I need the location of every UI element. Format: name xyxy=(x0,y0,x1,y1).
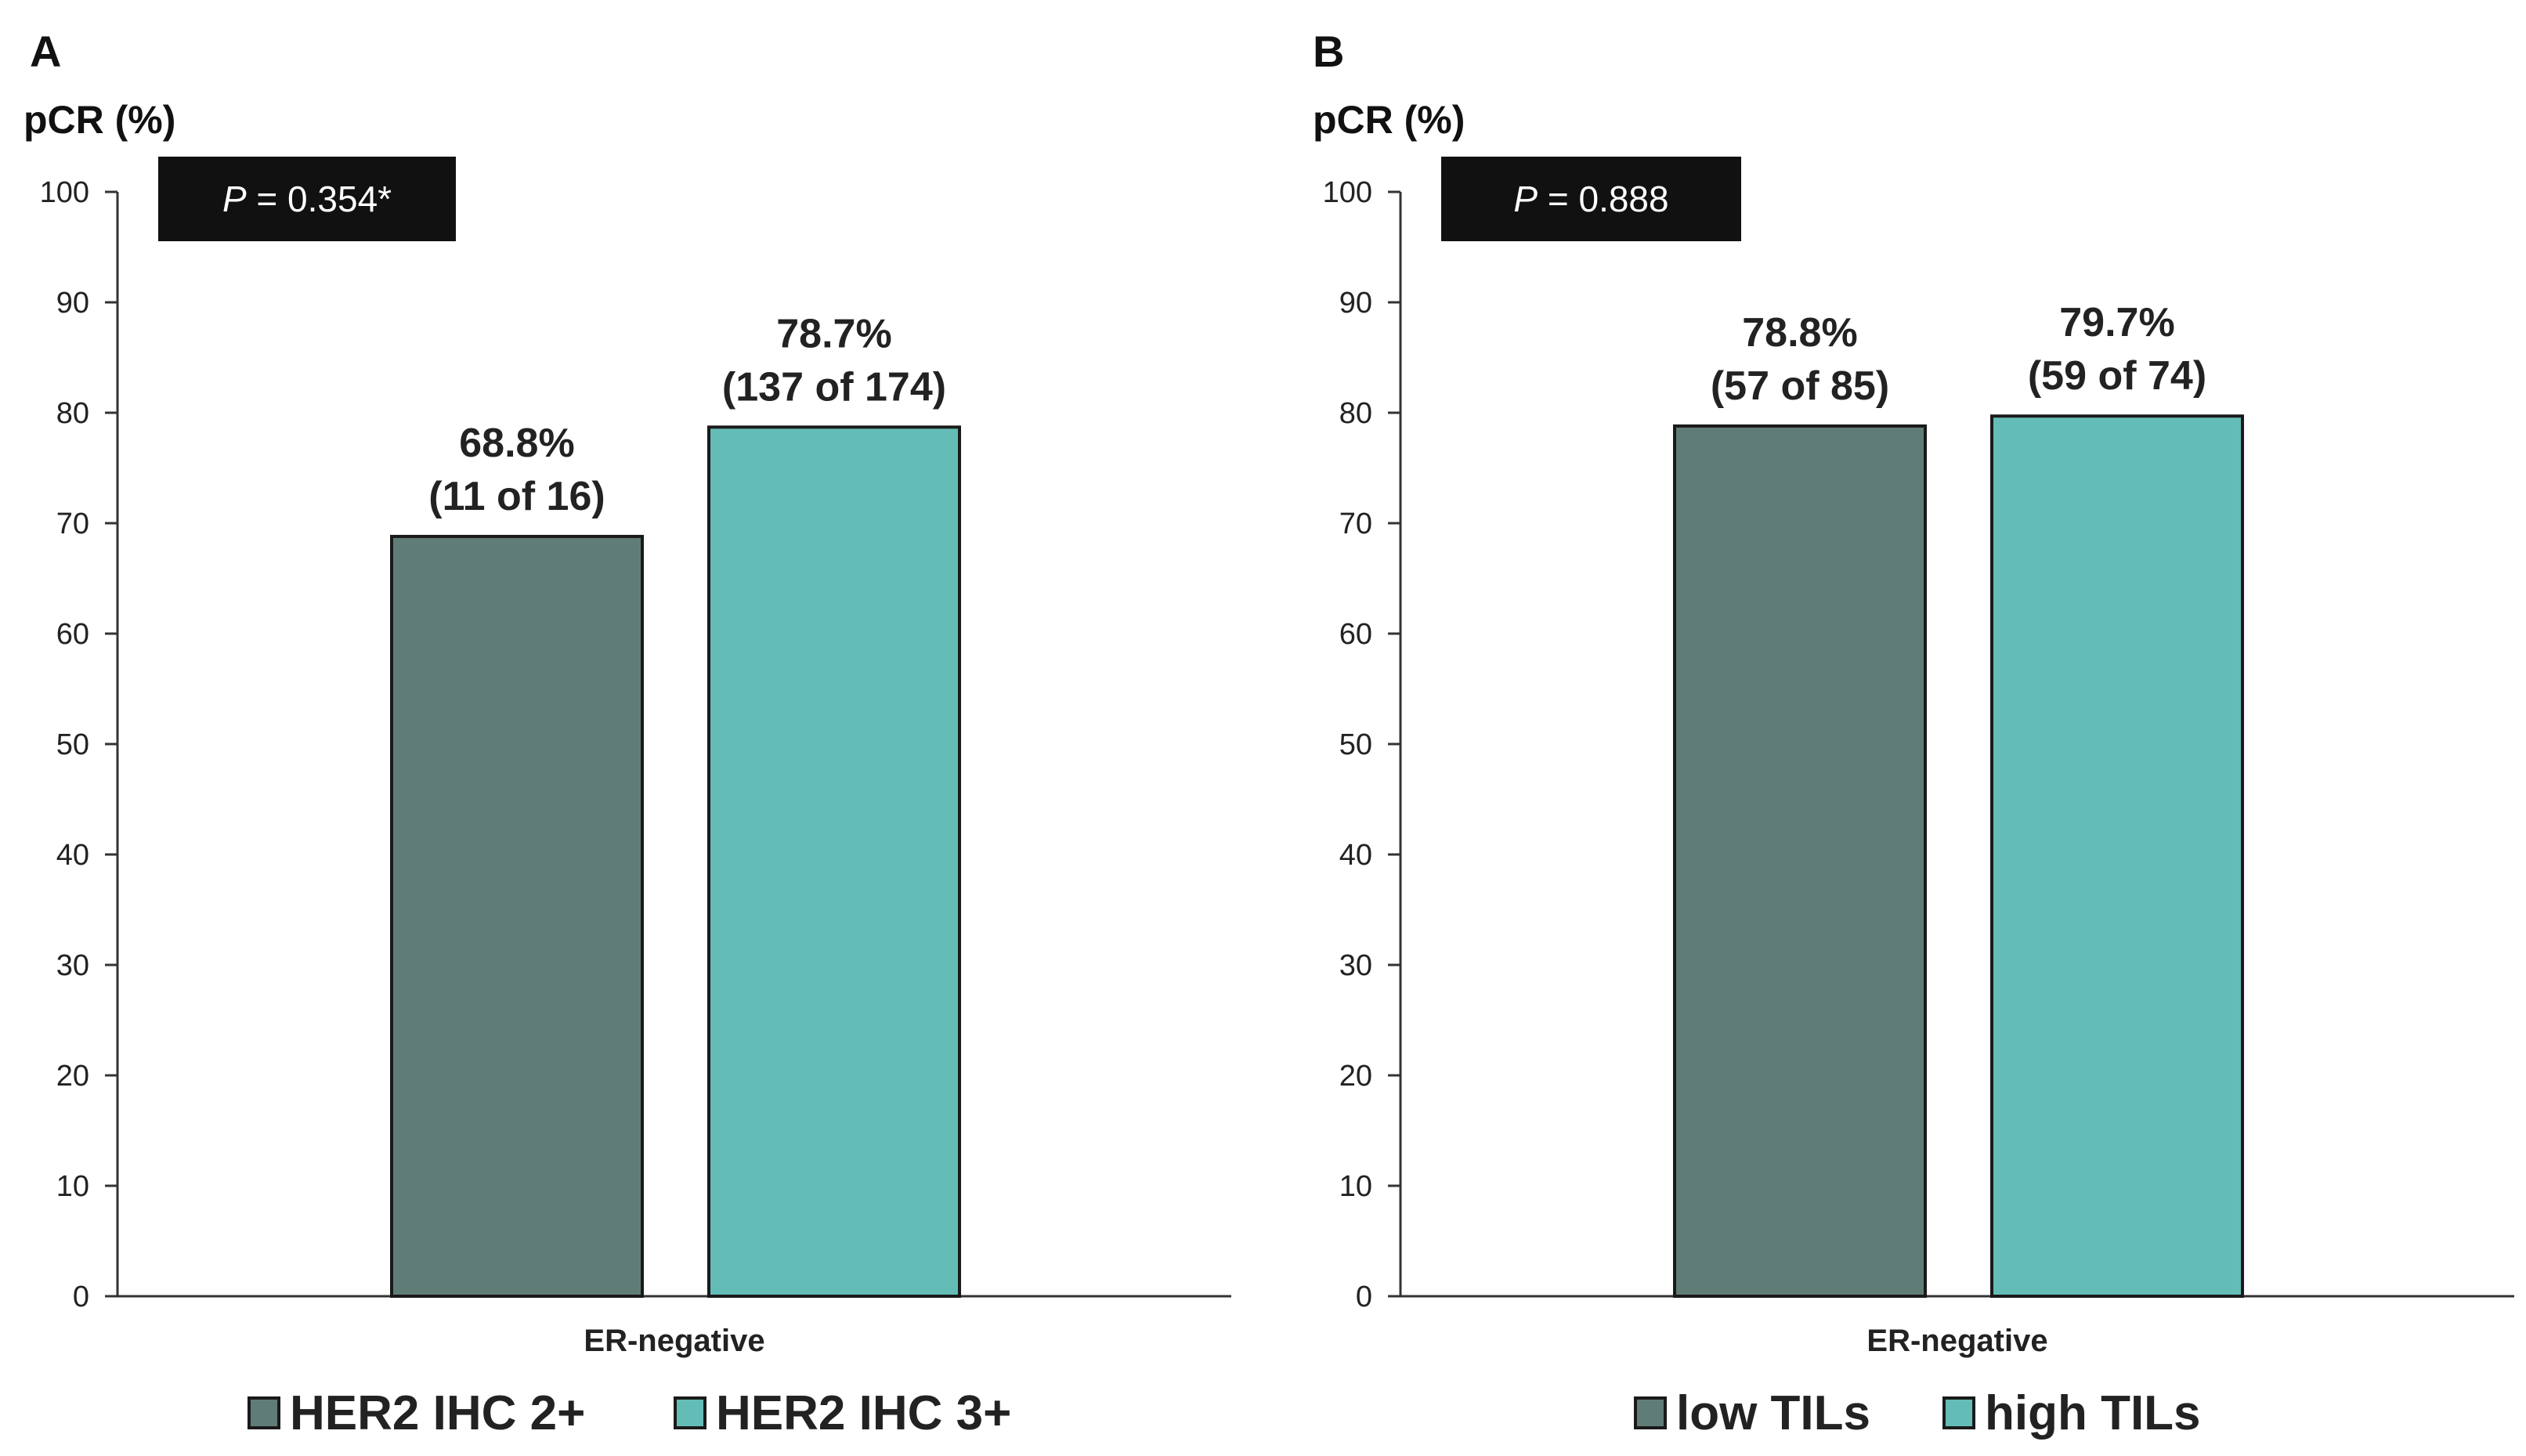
p-value-box xyxy=(1441,157,1741,241)
legend-label: HER2 IHC 2+ xyxy=(290,1386,585,1440)
y-tick-label: 60 xyxy=(56,618,89,651)
bar-low-tils xyxy=(1673,424,1927,1298)
y-tick-label: 30 xyxy=(56,949,89,982)
data-label-percent: 78.8% xyxy=(1742,310,1857,356)
y-tick-label: 20 xyxy=(56,1060,89,1093)
data-label-percent: 68.8% xyxy=(459,421,574,466)
x-category-label: ER-negative xyxy=(584,1324,764,1358)
y-tick-label: 100 xyxy=(1323,176,1372,209)
data-label-percent: 79.7% xyxy=(2059,300,2174,345)
p-value-text: P = 0.354* xyxy=(222,179,392,219)
legend-swatch xyxy=(248,1396,280,1429)
panel-letter: A xyxy=(30,27,61,76)
p-value-text: P = 0.888 xyxy=(1513,179,1668,219)
p-value-box xyxy=(158,157,456,241)
legend-label: high TILs xyxy=(1985,1386,2201,1440)
legend-swatch xyxy=(1634,1396,1667,1429)
bar-her2-ihc-3- xyxy=(707,425,961,1299)
x-category-label: ER-negative xyxy=(1866,1324,2047,1358)
y-tick-label: 100 xyxy=(40,176,89,209)
y-tick-label: 10 xyxy=(1339,1170,1372,1203)
y-tick-label: 90 xyxy=(1339,287,1372,320)
legend-swatch xyxy=(1942,1396,1975,1429)
panel-letter: B xyxy=(1313,27,1344,76)
data-label-count: (137 of 174) xyxy=(722,364,946,410)
y-tick-label: 70 xyxy=(1339,508,1372,540)
p-value-value: = 0.354* xyxy=(247,179,392,219)
data-label-count: (57 of 85) xyxy=(1711,363,1889,409)
p-value-symbol: P xyxy=(222,179,247,219)
y-tick-label: 40 xyxy=(56,839,89,872)
bar-her2-ihc-2- xyxy=(390,534,644,1298)
y-tick-label: 20 xyxy=(1339,1060,1372,1093)
y-tick-label: 30 xyxy=(1339,949,1372,982)
legend-swatch xyxy=(674,1396,706,1429)
data-label-count: (11 of 16) xyxy=(428,474,605,519)
y-tick-label: 50 xyxy=(56,728,89,761)
y-tick-label: 90 xyxy=(56,287,89,320)
y-tick-label: 0 xyxy=(73,1281,89,1313)
y-tick-label: 0 xyxy=(1356,1281,1372,1313)
y-tick-label: 80 xyxy=(56,397,89,430)
y-axis-title: pCR (%) xyxy=(1313,98,1465,142)
legend-label: HER2 IHC 3+ xyxy=(716,1386,1011,1440)
p-value-symbol: P xyxy=(1513,179,1538,219)
y-tick-label: 40 xyxy=(1339,839,1372,872)
y-tick-label: 70 xyxy=(56,508,89,540)
data-label-count: (59 of 74) xyxy=(2028,353,2206,399)
p-value-value: = 0.888 xyxy=(1538,179,1669,219)
y-tick-label: 50 xyxy=(1339,728,1372,761)
legend-label: low TILs xyxy=(1676,1386,1870,1440)
y-tick-label: 60 xyxy=(1339,618,1372,651)
bar-high-tils xyxy=(1990,414,2244,1298)
y-tick-label: 10 xyxy=(56,1170,89,1203)
y-tick-label: 80 xyxy=(1339,397,1372,430)
y-axis-title: pCR (%) xyxy=(23,98,175,142)
data-label-percent: 78.7% xyxy=(776,311,891,356)
